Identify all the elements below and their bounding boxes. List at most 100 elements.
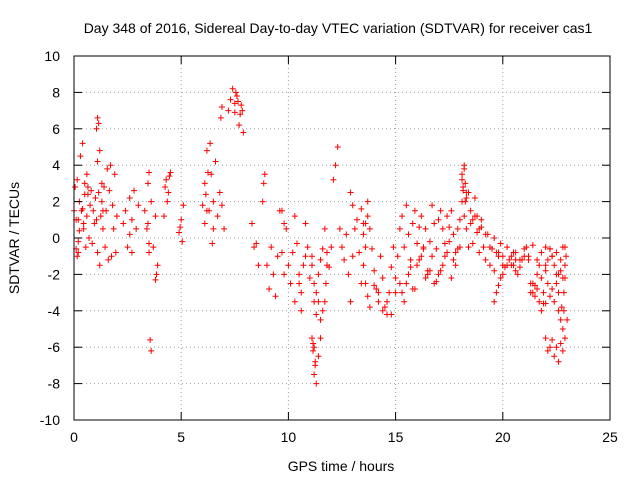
data-point bbox=[467, 220, 474, 227]
data-point bbox=[403, 280, 410, 287]
data-point bbox=[218, 202, 225, 209]
data-point bbox=[462, 198, 469, 205]
data-point bbox=[126, 231, 133, 238]
data-point bbox=[154, 262, 161, 269]
data-point bbox=[214, 213, 221, 220]
data-point bbox=[403, 202, 410, 209]
data-point bbox=[347, 298, 354, 305]
data-point bbox=[384, 298, 391, 305]
data-point bbox=[146, 240, 153, 247]
data-point bbox=[523, 244, 530, 251]
data-point bbox=[379, 275, 386, 282]
data-point bbox=[178, 216, 185, 223]
data-point bbox=[364, 213, 371, 220]
data-point bbox=[76, 227, 83, 234]
data-point bbox=[519, 256, 526, 263]
data-point bbox=[373, 285, 380, 292]
data-point bbox=[564, 316, 571, 323]
data-point bbox=[79, 205, 86, 212]
data-point bbox=[360, 262, 367, 269]
data-point bbox=[334, 144, 341, 150]
data-point bbox=[126, 194, 133, 201]
data-point bbox=[414, 262, 421, 269]
data-point bbox=[516, 264, 523, 271]
grid bbox=[74, 56, 610, 420]
data-point bbox=[281, 220, 288, 227]
data-point bbox=[491, 267, 498, 274]
data-point bbox=[259, 198, 266, 205]
data-point bbox=[162, 184, 169, 191]
x-tick-label: 5 bbox=[177, 429, 185, 445]
data-point bbox=[476, 225, 483, 232]
data-point bbox=[536, 298, 543, 305]
data-point bbox=[107, 162, 114, 169]
data-point bbox=[465, 189, 472, 196]
data-point bbox=[557, 316, 564, 323]
data-point bbox=[542, 335, 549, 342]
data-point bbox=[108, 253, 115, 260]
data-point bbox=[512, 267, 519, 274]
data-point bbox=[110, 225, 117, 232]
data-point bbox=[544, 280, 551, 287]
y-tick-label: 4 bbox=[52, 157, 60, 173]
data-point bbox=[456, 216, 463, 223]
data-point bbox=[506, 256, 513, 263]
data-point bbox=[229, 85, 236, 92]
data-point bbox=[341, 256, 348, 263]
data-point bbox=[82, 244, 89, 251]
data-point bbox=[441, 253, 448, 260]
data-point bbox=[529, 280, 536, 287]
data-point bbox=[450, 256, 457, 263]
data-point bbox=[293, 240, 300, 247]
data-point bbox=[146, 169, 153, 176]
data-point bbox=[75, 216, 82, 223]
data-point bbox=[111, 171, 118, 178]
data-point bbox=[542, 300, 549, 307]
data-point bbox=[128, 216, 135, 223]
data-point bbox=[91, 220, 98, 227]
data-point bbox=[343, 231, 350, 238]
data-point bbox=[77, 153, 84, 160]
data-point bbox=[460, 187, 467, 194]
data-point bbox=[529, 242, 536, 249]
data-point bbox=[135, 202, 142, 209]
data-point bbox=[124, 244, 131, 251]
data-point bbox=[166, 173, 173, 180]
data-point bbox=[437, 207, 444, 214]
data-point bbox=[444, 213, 451, 220]
data-point bbox=[426, 238, 433, 245]
data-point bbox=[315, 271, 322, 278]
data-point bbox=[231, 109, 238, 116]
data-point bbox=[388, 264, 395, 271]
x-tick-label: 15 bbox=[388, 429, 404, 445]
data-point bbox=[332, 162, 339, 169]
data-point bbox=[281, 271, 288, 278]
data-point bbox=[371, 267, 378, 274]
data-point bbox=[218, 103, 225, 110]
data-point bbox=[311, 280, 318, 287]
data-point bbox=[83, 171, 90, 178]
data-point bbox=[392, 289, 399, 296]
data-point bbox=[461, 213, 468, 220]
data-point bbox=[248, 220, 255, 227]
data-point bbox=[322, 280, 329, 287]
data-point bbox=[205, 169, 211, 176]
data-point bbox=[144, 180, 151, 187]
data-point bbox=[510, 262, 517, 269]
y-tick-label: 0 bbox=[52, 230, 60, 246]
data-point bbox=[561, 262, 568, 269]
data-point bbox=[231, 100, 238, 107]
data-point bbox=[349, 202, 356, 209]
data-point bbox=[113, 213, 120, 220]
data-point bbox=[239, 107, 246, 114]
data-point bbox=[454, 245, 461, 252]
data-point bbox=[270, 271, 277, 278]
data-point bbox=[534, 285, 541, 292]
data-point bbox=[405, 271, 412, 278]
data-point bbox=[131, 187, 138, 194]
data-point bbox=[163, 176, 170, 183]
data-point bbox=[251, 244, 258, 251]
data-point bbox=[106, 187, 113, 194]
data-point bbox=[86, 235, 93, 241]
data-point bbox=[253, 240, 260, 247]
